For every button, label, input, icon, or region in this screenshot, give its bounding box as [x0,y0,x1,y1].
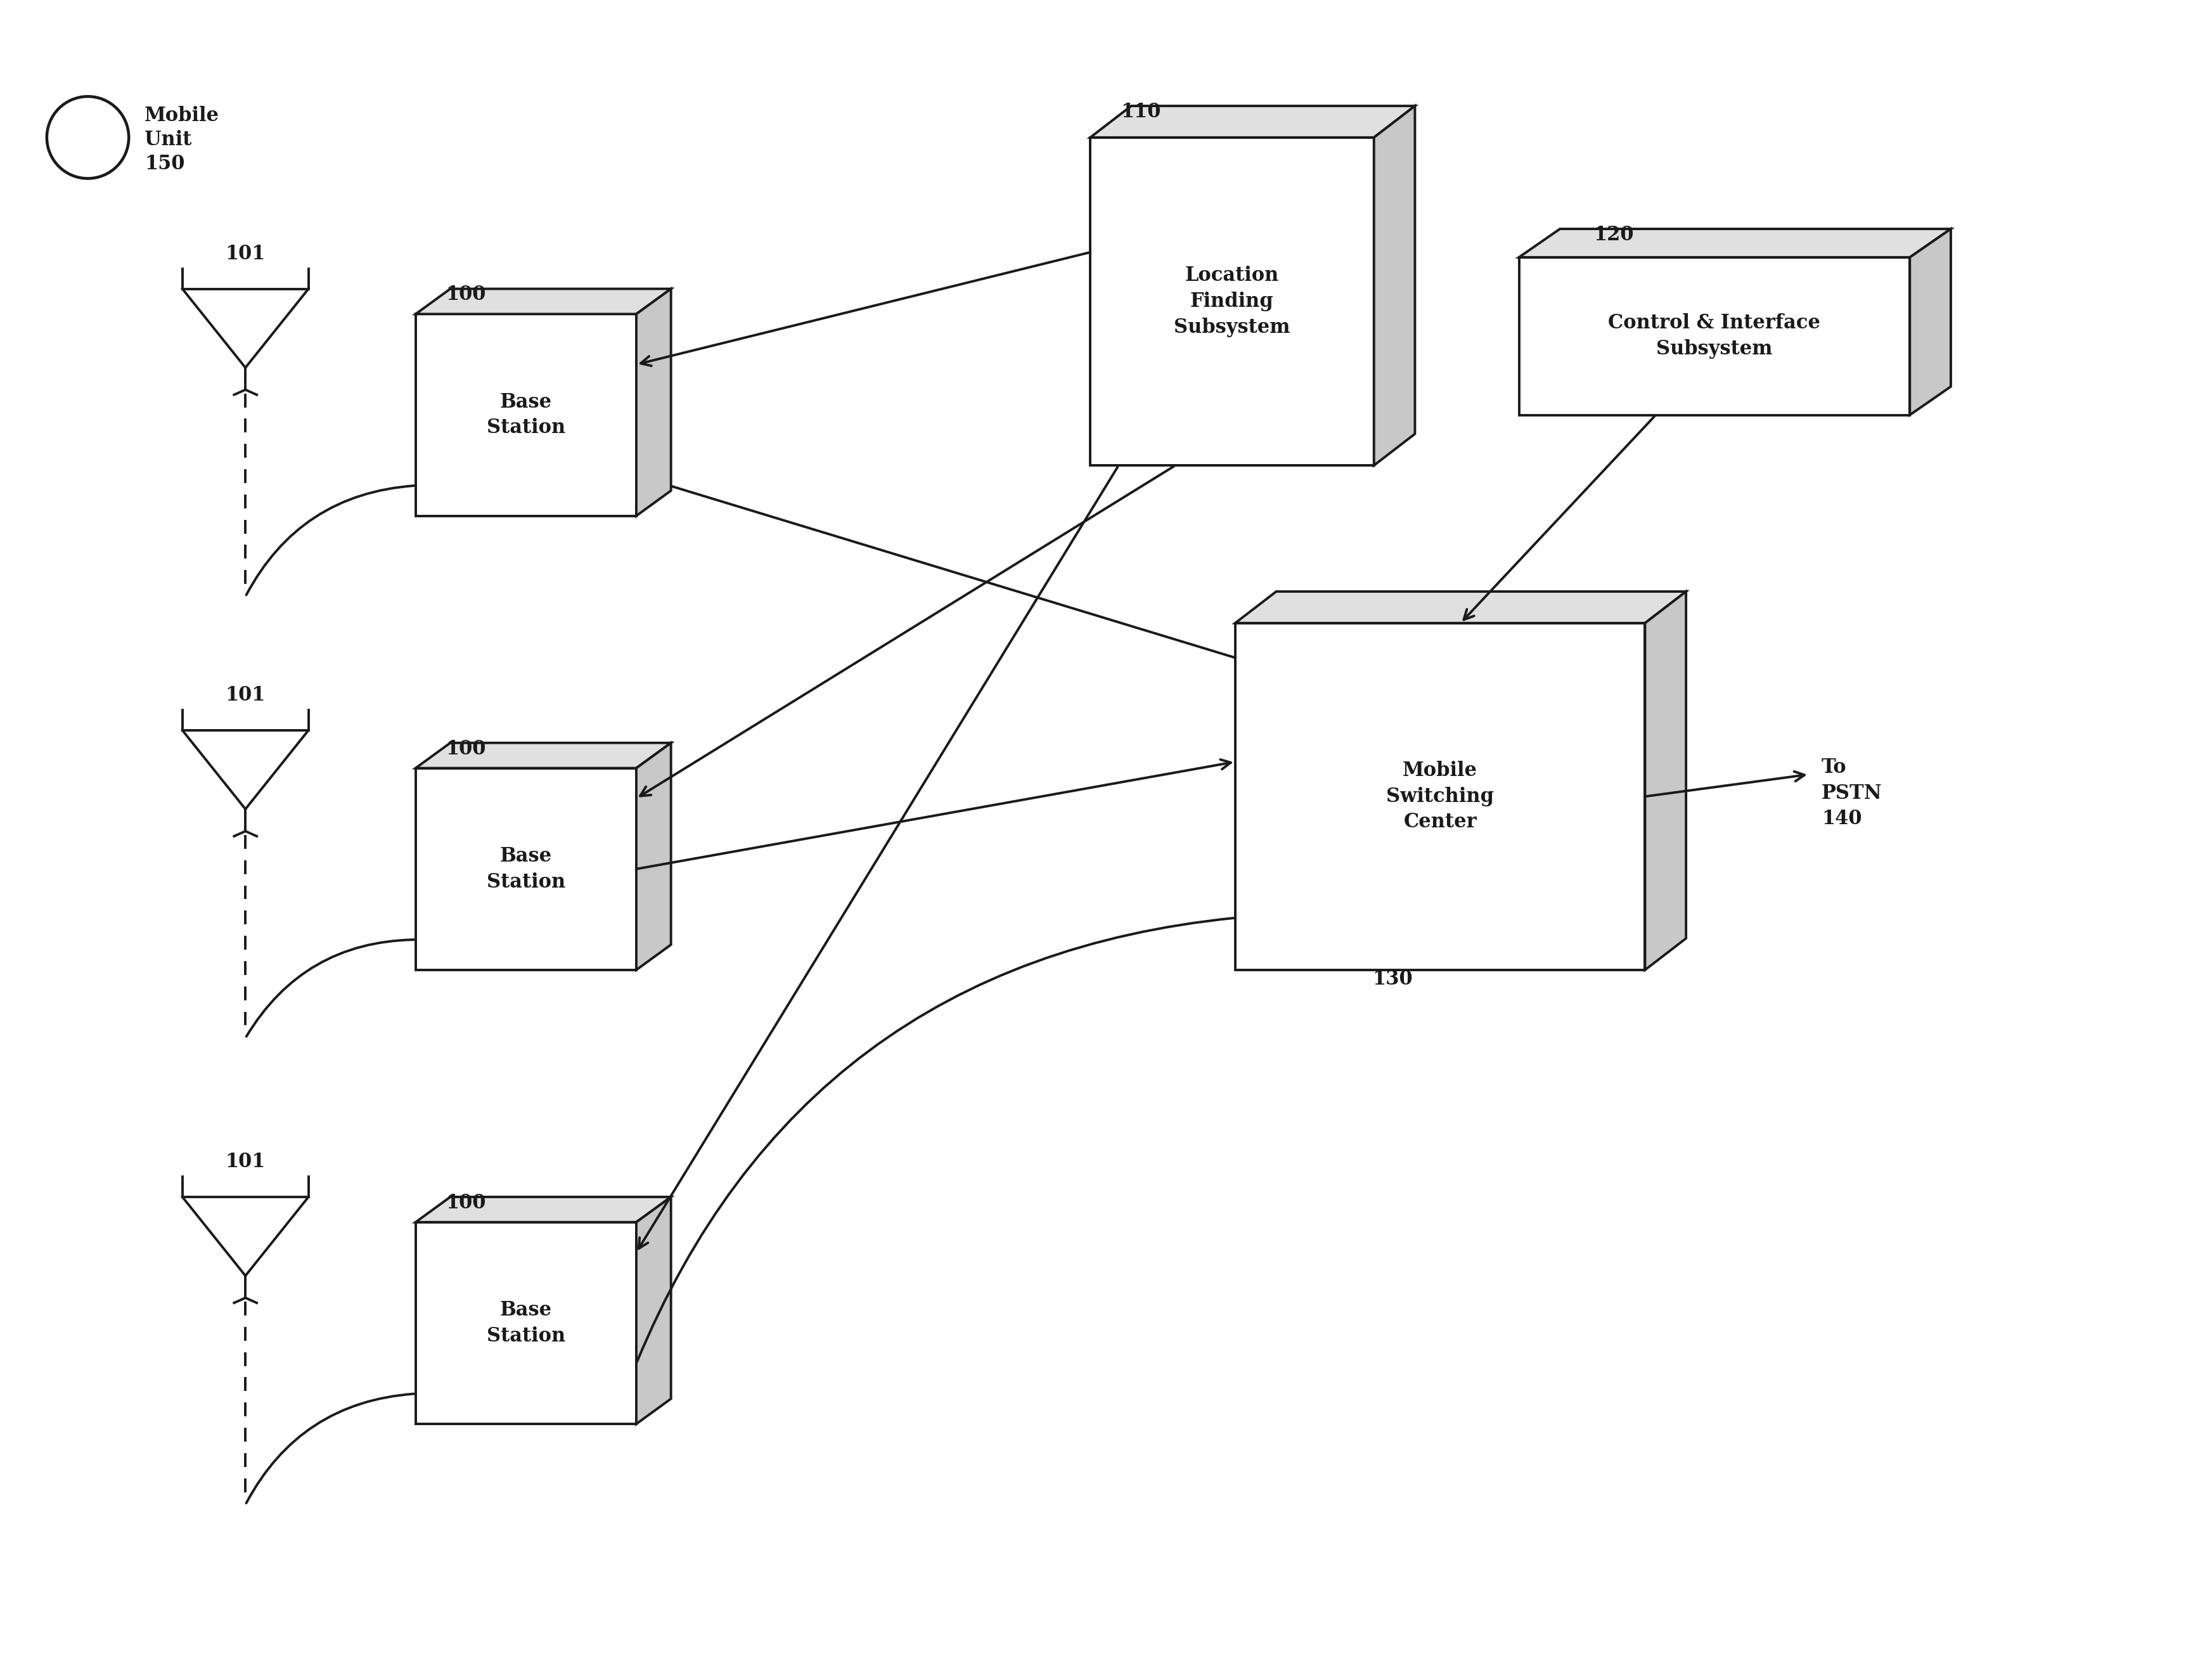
Text: Location
Finding
Subsystem: Location Finding Subsystem [1175,265,1290,337]
Text: 100: 100 [447,285,487,305]
Polygon shape [1909,229,1951,415]
Polygon shape [1091,137,1374,465]
Polygon shape [1374,107,1413,465]
Polygon shape [1517,257,1909,415]
Circle shape [46,97,128,178]
Polygon shape [637,289,670,515]
Polygon shape [416,314,637,515]
Text: 101: 101 [226,1153,265,1171]
Polygon shape [416,289,670,314]
Text: 100: 100 [447,1193,487,1213]
Text: Base
Station: Base Station [487,392,566,437]
Text: 130: 130 [1371,969,1413,989]
Text: Base
Station: Base Station [487,846,566,892]
Polygon shape [1644,592,1686,969]
Text: Mobile
Switching
Center: Mobile Switching Center [1387,761,1493,832]
Polygon shape [637,1198,670,1424]
Text: Base
Station: Base Station [487,1301,566,1346]
Polygon shape [416,1198,670,1223]
Text: Control & Interface
Subsystem: Control & Interface Subsystem [1608,314,1820,359]
Text: 100: 100 [447,739,487,759]
Polygon shape [416,1223,637,1424]
Polygon shape [1517,229,1951,257]
Text: 110: 110 [1119,102,1161,122]
Polygon shape [416,742,670,767]
Text: 120: 120 [1593,225,1632,245]
Text: Mobile
Unit
150: Mobile Unit 150 [144,107,219,173]
Polygon shape [1091,107,1413,137]
Polygon shape [416,767,637,969]
Text: 101: 101 [226,244,265,264]
Polygon shape [637,742,670,969]
Polygon shape [1234,592,1686,624]
Text: To
PSTN
140: To PSTN 140 [1820,757,1882,829]
Polygon shape [1234,624,1644,969]
Text: 101: 101 [226,686,265,706]
